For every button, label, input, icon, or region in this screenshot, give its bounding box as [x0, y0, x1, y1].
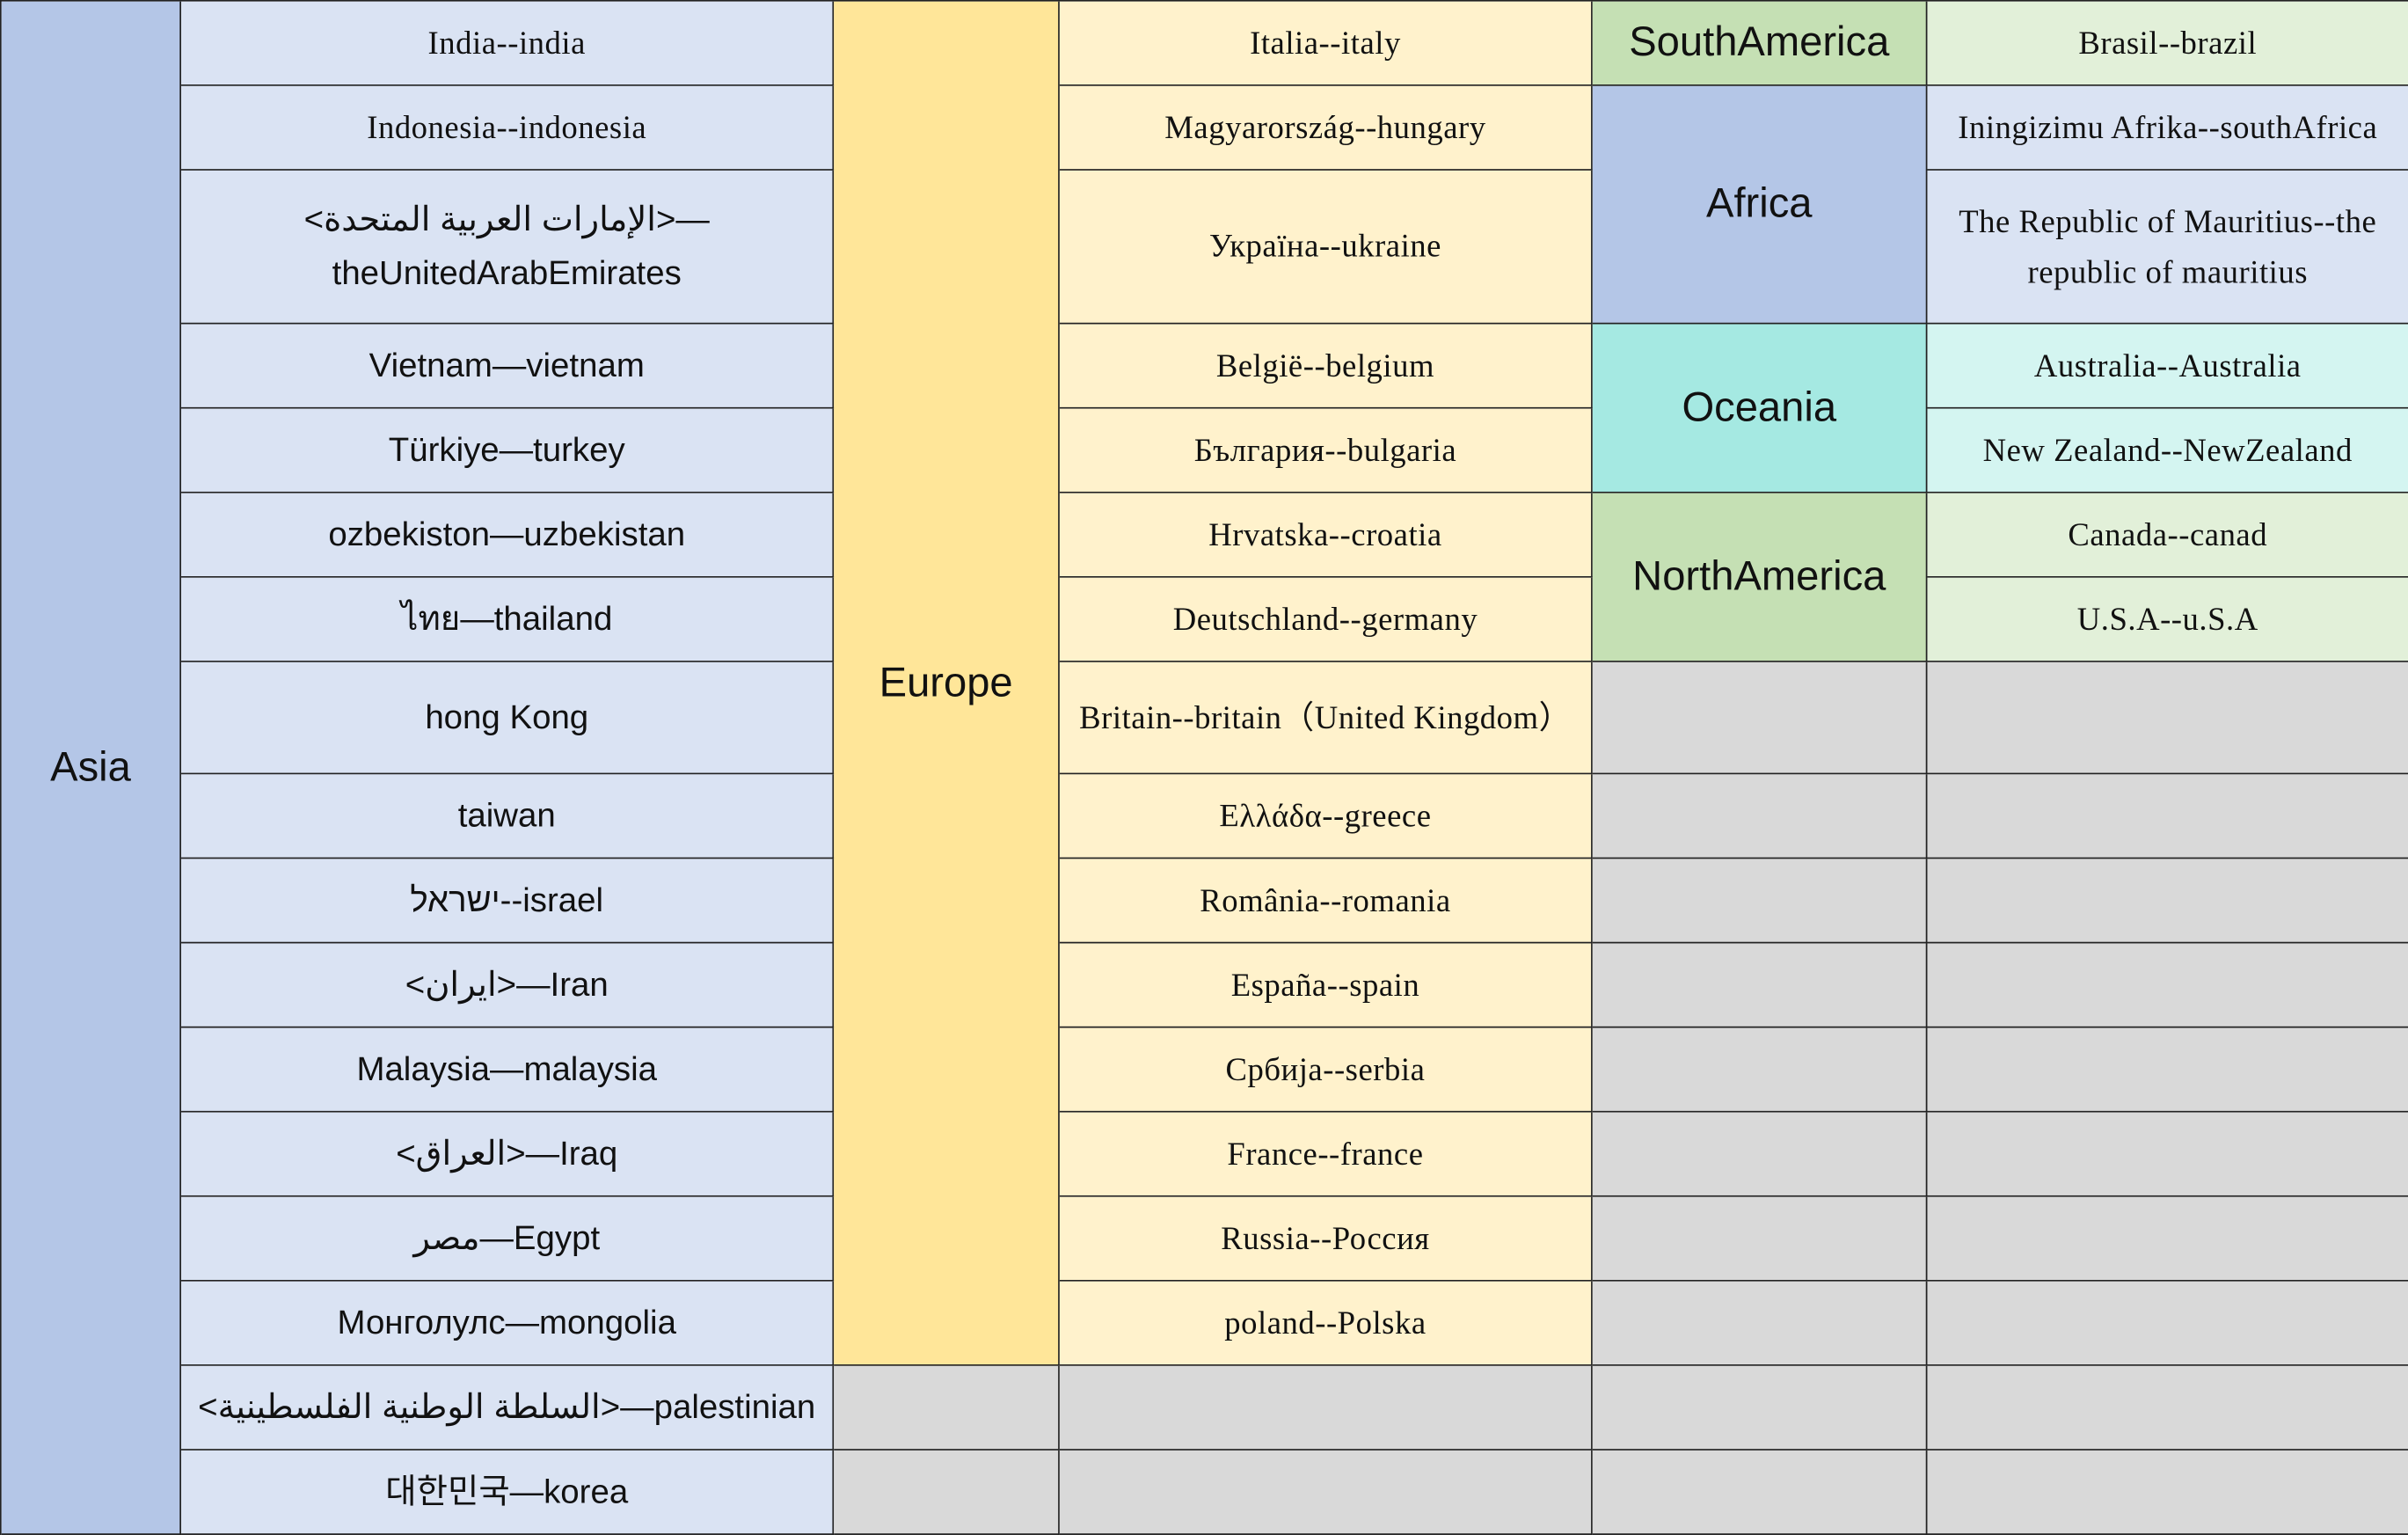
country-cell: България--bulgaria [1059, 408, 1593, 493]
empty-cell [1592, 859, 1928, 944]
continent-label-asia: Asia [1, 1, 182, 1535]
country-cell: Монголулс—mongolia [181, 1281, 835, 1366]
country-cell: 대한민국—korea [181, 1450, 835, 1535]
empty-cell [1059, 1365, 1593, 1451]
empty-cell [1592, 1027, 1928, 1113]
country-cell: <ایران>—Iran [181, 943, 835, 1028]
country-cell: Britain--britain（United Kingdom） [1059, 662, 1593, 775]
continent-label-africa: Africa [1592, 85, 1928, 325]
country-cell: Iningizimu Afrika--southAfrica [1927, 85, 2408, 171]
country-cell: România--romania [1059, 859, 1593, 944]
country-cell: Australia--Australia [1927, 324, 2408, 409]
country-cell: Indonesia--indonesia [181, 85, 835, 171]
country-cell: Hrvatska--croatia [1059, 493, 1593, 578]
country-cell: <السلطة الوطنية الفلسطينية>—palestinian [181, 1365, 835, 1451]
continent-label-southamerica: SouthAmerica [1592, 1, 1928, 86]
country-cell: España--spain [1059, 943, 1593, 1028]
country-cell: Türkiye—turkey [181, 408, 835, 493]
empty-cell [834, 1450, 1060, 1535]
country-cell: Italia--italy [1059, 1, 1593, 86]
empty-cell [834, 1365, 1060, 1451]
empty-cell [1592, 943, 1928, 1028]
empty-cell [1592, 774, 1928, 859]
country-cell: ไทย—thailand [181, 577, 835, 662]
country-cell: U.S.A--u.S.A [1927, 577, 2408, 662]
empty-cell [1592, 662, 1928, 775]
empty-cell [1927, 1196, 2408, 1282]
country-cell: France--france [1059, 1112, 1593, 1197]
empty-cell [1927, 1027, 2408, 1113]
country-cell: India--india [181, 1, 835, 86]
empty-cell [1927, 1281, 2408, 1366]
country-cell: <الإمارات العربية المتحدة>— theUnitedAra… [181, 170, 835, 325]
empty-cell [1927, 943, 2408, 1028]
country-cell: hong Kong [181, 662, 835, 775]
country-cell: taiwan [181, 774, 835, 859]
continent-label-oceania: Oceania [1592, 324, 1928, 493]
country-cell: Deutschland--germany [1059, 577, 1593, 662]
country-cell: België--belgium [1059, 324, 1593, 409]
empty-cell [1927, 859, 2408, 944]
country-cell: Україна--ukraine [1059, 170, 1593, 325]
country-cell: <العراق>—Iraq [181, 1112, 835, 1197]
country-cell: Vietnam—vietnam [181, 324, 835, 409]
country-cell: The Republic of Mauritius--the republic … [1927, 170, 2408, 325]
empty-cell [1059, 1450, 1593, 1535]
country-cell: Magyarország--hungary [1059, 85, 1593, 171]
empty-cell [1927, 1365, 2408, 1451]
country-cell: Brasil--brazil [1927, 1, 2408, 86]
country-cell: Russia--Россия [1059, 1196, 1593, 1282]
empty-cell [1592, 1365, 1928, 1451]
country-cell: poland--Polska [1059, 1281, 1593, 1366]
country-cell: New Zealand--NewZealand [1927, 408, 2408, 493]
country-cell: Canada--canad [1927, 493, 2408, 578]
country-cell: مصر—Egypt [181, 1196, 835, 1282]
empty-cell [1927, 774, 2408, 859]
continent-label-europe: Europe [834, 1, 1060, 1366]
empty-cell [1592, 1281, 1928, 1366]
empty-cell [1592, 1112, 1928, 1197]
empty-cell [1592, 1450, 1928, 1535]
empty-cell [1927, 1112, 2408, 1197]
empty-cell [1927, 662, 2408, 775]
empty-cell [1592, 1196, 1928, 1282]
empty-cell [1927, 1450, 2408, 1535]
country-cell: Србија--serbia [1059, 1027, 1593, 1113]
continent-label-northamerica: NorthAmerica [1592, 493, 1928, 662]
country-cell: ozbekiston—uzbekistan [181, 493, 835, 578]
country-cell: Malaysia—malaysia [181, 1027, 835, 1113]
country-cell: ישראל--israel [181, 859, 835, 944]
country-cell: Ελλάδα--greece [1059, 774, 1593, 859]
